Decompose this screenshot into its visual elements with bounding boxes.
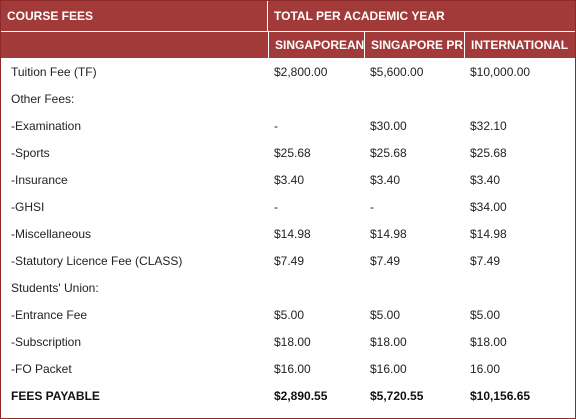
- table-row: Tuition Fee (TF) $2,800.00 $5,600.00 $10,00…: [1, 58, 575, 85]
- cell-singaporean: [268, 274, 364, 301]
- table-row: Students' Union:: [1, 274, 575, 301]
- cell-singapore-pr: -: [370, 199, 374, 214]
- table-row: -Miscellaneous $14.98 $14.98 $14.98: [1, 220, 575, 247]
- row-label: Students' Union:: [11, 280, 99, 295]
- total-singaporean: $2,890.55: [274, 388, 328, 403]
- cell-singapore-pr: $3.40: [370, 172, 401, 187]
- cell-international: $34.00: [470, 199, 507, 214]
- cell-international: $18.00: [470, 334, 507, 349]
- cell-international: $25.68: [470, 145, 507, 160]
- cell-singapore-pr: $18.00: [370, 334, 407, 349]
- cell-singapore-pr: $14.98: [370, 226, 407, 241]
- header-singapore-pr: SINGAPORE PR: [364, 32, 464, 58]
- total-row: FEES PAYABLE $2,890.55 $5,720.55 $10,156.65: [1, 382, 575, 409]
- cell-singapore-pr: [364, 274, 464, 301]
- row-label: -Statutory Licence Fee (CLASS): [11, 253, 183, 268]
- table-row: -Subscription $18.00 $18.00 $18.00: [1, 328, 575, 355]
- row-label: -Miscellaneous: [11, 226, 92, 241]
- cell-singaporean: $18.00: [274, 334, 311, 349]
- row-label: -FO Packet: [11, 361, 72, 376]
- cell-singapore-pr: $5.00: [370, 307, 401, 322]
- cell-singapore-pr: $25.68: [370, 145, 407, 160]
- table-row: -Statutory Licence Fee (CLASS) $7.49 $7.49…: [1, 247, 575, 274]
- cell-singaporean: $3.40: [274, 172, 305, 187]
- cell-singaporean: $25.68: [274, 145, 311, 160]
- row-label: -Insurance: [11, 172, 68, 187]
- cell-singaporean: $2,800.00: [274, 64, 328, 79]
- cell-international: [464, 85, 575, 112]
- row-label: Other Fees:: [11, 91, 75, 106]
- header-international: INTERNATIONAL: [464, 32, 576, 58]
- cell-singapore-pr: [364, 85, 464, 112]
- table-row: -GHSI - - $34.00: [1, 193, 575, 220]
- total-singapore-pr: $5,720.55: [370, 388, 424, 403]
- cell-singaporean: $5.00: [274, 307, 305, 322]
- header-singaporean: SINGAPOREAN: [268, 32, 364, 58]
- table-row: -Insurance $3.40 $3.40 $3.40: [1, 166, 575, 193]
- cell-singapore-pr: $7.49: [370, 253, 401, 268]
- cell-international: $7.49: [470, 253, 501, 268]
- cell-international: $3.40: [470, 172, 501, 187]
- table-row: Other Fees:: [1, 85, 575, 112]
- header-course-fees: COURSE FEES: [1, 1, 268, 32]
- table-row: -FO Packet $16.00 $16.00 16.00: [1, 355, 575, 382]
- cell-international: $14.98: [470, 226, 507, 241]
- row-label: -Entrance Fee: [11, 307, 88, 322]
- row-label: -Subscription: [11, 334, 82, 349]
- cell-singaporean: $7.49: [274, 253, 305, 268]
- total-label: FEES PAYABLE: [11, 388, 100, 403]
- cell-international: 16.00: [470, 361, 501, 376]
- table-row: -Sports $25.68 $25.68 $25.68: [1, 139, 575, 166]
- cell-singaporean: $14.98: [274, 226, 311, 241]
- header-row-top: COURSE FEES TOTAL PER ACADEMIC YEAR: [1, 1, 576, 32]
- total-international: $10,156.65: [470, 388, 531, 403]
- cell-singaporean: $16.00: [274, 361, 311, 376]
- cell-international: $10,000.00: [470, 64, 531, 79]
- cell-international: [464, 274, 575, 301]
- course-fees-table: COURSE FEES TOTAL PER ACADEMIC YEAR SING…: [1, 1, 576, 409]
- row-label: -Sports: [11, 145, 50, 160]
- row-label: -Examination: [11, 118, 82, 133]
- cell-international: $32.10: [470, 118, 507, 133]
- row-label: -GHSI: [11, 199, 45, 214]
- cell-singapore-pr: $5,600.00: [370, 64, 424, 79]
- cell-singaporean: -: [274, 199, 278, 214]
- header-row-columns: SINGAPOREAN SINGAPORE PR INTERNATIONAL: [1, 32, 576, 58]
- header-blank: [1, 32, 268, 58]
- cell-singaporean: [268, 85, 364, 112]
- table-row: -Examination - $30.00 $32.10: [1, 112, 575, 139]
- table-row: -Entrance Fee $5.00 $5.00 $5.00: [1, 301, 575, 328]
- cell-singapore-pr: $30.00: [370, 118, 407, 133]
- row-label: Tuition Fee (TF): [11, 64, 97, 79]
- cell-singapore-pr: $16.00: [370, 361, 407, 376]
- cell-international: $5.00: [470, 307, 501, 322]
- header-total-per-year: TOTAL PER ACADEMIC YEAR: [268, 1, 576, 32]
- cell-singaporean: -: [274, 118, 278, 133]
